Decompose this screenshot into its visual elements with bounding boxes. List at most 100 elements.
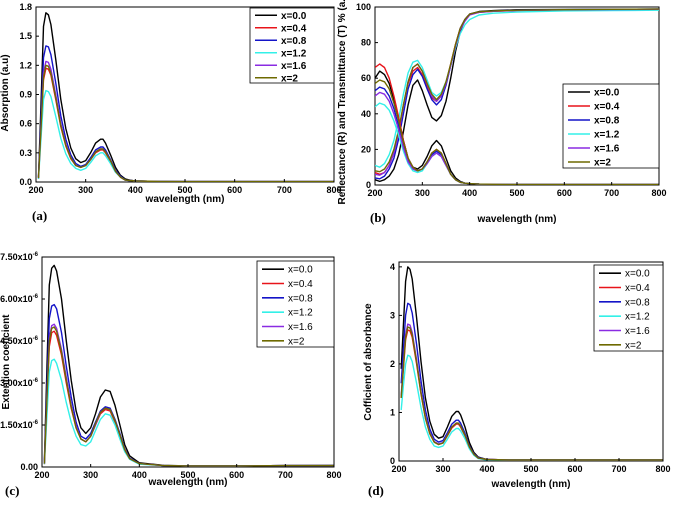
y-tick-mantissa: 6.00x10 [0,294,33,304]
legend: x=0.0 x=0.4 x=0.8 x=1.2 x=1.6 x=2 [256,260,335,348]
y-tick-mantissa: 1.50x10 [0,420,33,430]
x-tick-label: 300 [415,188,430,198]
x-tick-label: 200 [391,464,406,474]
panel-label: (a) [32,208,47,223]
legend-label: x=0.8 [594,116,620,127]
y-tick-label: 0.6 [19,119,32,129]
y-tick-label: 60 [361,73,371,83]
series-line-x-2 [43,326,334,467]
x-tick-label: 300 [78,185,93,195]
legend-box [249,7,335,84]
y-tick-mantissa: 7.50x10 [0,252,33,262]
x-tick-label: 600 [567,464,582,474]
legend-label: x=1.2 [625,312,650,323]
legend-label: x=2 [288,336,305,347]
series-line-x-1-2-t- [375,9,659,168]
x-axis-title: wavelength (nm) [477,214,557,225]
x-tick-label: 700 [611,464,626,474]
x-tick-label: 200 [34,470,49,480]
series-line-x-0-4 [37,67,334,182]
legend-label: x=0.8 [288,293,313,304]
x-tick-label: 700 [277,185,292,195]
legend-label: x=2 [594,158,611,169]
y-tick-label: 20 [361,144,371,154]
legend-label: x=1.2 [594,130,620,141]
x-tick-label: 800 [326,185,341,195]
panel-label: (b) [370,210,386,225]
y-axis-title: Cofficient of absorbance [363,303,374,421]
y-tick-label: 6.00x10-6 [0,294,39,304]
legend-box [562,83,660,169]
y-tick-label: 7.50x10-6 [0,252,39,262]
legend: x=0.0 x=0.4 x=0.8 x=1.2 x=1.6 x=2 [562,83,660,169]
legend: x=0.0x=0.4 x=0.8x=1.2 x=1.6x=2 [249,7,335,84]
legend-label: x=0.0 [625,269,650,280]
legend-label: x=0.8 [281,36,307,47]
legend-label: x=0.4 [281,23,307,34]
y-tick-label: 1 [390,407,395,417]
y-tick-exponent: -6 [33,294,39,300]
legend-box [593,264,664,352]
y-tick-label: 80 [361,38,371,48]
y-tick-label: 4 [390,262,395,272]
y-tick-label: 0 [366,180,371,190]
y-tick-mantissa: 3.00x10 [0,378,33,388]
legend: x=0.0x=0.4x=0.8x=1.2x=1.6x=2 [593,264,664,352]
legend-label: x=2 [625,340,642,351]
x-axis-title: wavelength (nm) [491,479,571,490]
x-tick-label: 800 [655,464,670,474]
series-line-x-1-2 [37,89,334,182]
legend-label: x=0.0 [281,11,307,22]
x-tick-label: 500 [523,464,538,474]
x-tick-label: 400 [128,185,143,195]
y-tick-mantissa: 4.50x10 [0,336,33,346]
series-line-x-2 [400,326,663,461]
legend-label: x=1.2 [288,308,313,319]
x-tick-label: 600 [557,188,572,198]
legend-label: x=0.4 [288,279,313,290]
legend-label: x=1.6 [625,326,650,337]
y-tick-exponent: -6 [33,252,39,258]
y-axis-title: Absorption (a.u) [0,54,11,131]
legend-label: x=1.6 [281,61,307,72]
y-axis-title: Reflectance (R) and Transmittance (T) % … [337,0,348,205]
y-tick-label: 1.5 [19,31,32,41]
legend-label: x=0.8 [625,297,650,308]
legend-label: x=0.4 [594,102,620,113]
y-tick-exponent: -6 [33,420,39,426]
x-tick-label: 500 [509,188,524,198]
x-tick-label: 400 [479,464,494,474]
y-tick-label: 100 [356,2,371,12]
legend-box [256,260,335,348]
x-tick-label: 200 [28,185,43,195]
y-tick-exponent: -6 [33,336,39,342]
panel-label: (d) [368,483,384,498]
chart-panel-3: 200 300 400 500 600 700 8000.001.50x10-63.00x1… [0,252,341,498]
y-tick-label: 0.9 [19,90,32,100]
chart-panel-2: 200 300 400 500 600 700 800 0 20 40 60 80 100 wavelen… [337,0,667,225]
legend-label: x=1.6 [288,322,313,333]
legend-label: x=1.2 [281,48,307,59]
x-tick-label: 400 [132,470,147,480]
x-tick-label: 400 [462,188,477,198]
y-tick-label: 0.0 [19,177,32,187]
series-line-x-1-2 [43,358,334,467]
x-tick-label: 300 [435,464,450,474]
series-line-x-2-t- [375,8,659,173]
y-tick-label: 0 [390,456,395,466]
legend-label: x=0.0 [288,265,313,276]
legend-label: x=0.0 [594,88,620,99]
x-tick-label: 300 [83,470,98,480]
y-axis-title: Extention coeficient [1,314,12,410]
legend-label: x=1.6 [594,144,620,155]
y-tick-label: 0.3 [19,148,32,158]
x-axis-title: wavelength (nm) [148,477,228,488]
x-tick-label: 800 [326,470,341,480]
y-tick-label: 1.2 [19,60,32,70]
legend-label: x=2 [281,73,298,84]
x-tick-label: 500 [180,470,195,480]
y-tick-label: 1.8 [19,2,32,12]
chart-panel-1: 200 300 400 500 600 700 800 0.0 0.3 0.6 0.9 1.2 1.5 1… [0,2,342,223]
